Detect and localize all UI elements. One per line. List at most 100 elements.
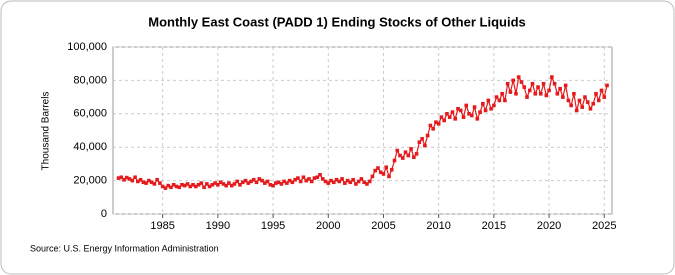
x-tick-label: 1995 <box>261 220 285 232</box>
data-point <box>124 175 129 180</box>
data-point <box>188 184 193 189</box>
data-point <box>514 91 518 96</box>
data-point <box>235 179 239 184</box>
data-point <box>138 177 143 182</box>
data-point <box>287 178 292 183</box>
data-point <box>133 175 137 180</box>
data-point <box>312 176 317 180</box>
data-point <box>185 182 190 186</box>
data-point <box>431 127 435 131</box>
y-tick-label: 0 <box>101 208 107 220</box>
data-point <box>199 181 204 185</box>
data-point <box>412 155 416 160</box>
data-point <box>511 78 515 83</box>
data-point <box>594 91 598 96</box>
data-point <box>282 179 286 184</box>
data-point <box>395 148 400 153</box>
data-point <box>205 182 209 186</box>
data-point <box>163 186 168 190</box>
data-point <box>207 184 212 189</box>
data-point <box>326 181 331 185</box>
data-point <box>221 182 226 186</box>
data-point <box>583 95 587 99</box>
data-point <box>136 179 140 184</box>
data-point <box>461 115 466 119</box>
data-point <box>492 103 496 108</box>
data-point <box>414 152 419 156</box>
data-point <box>285 181 289 185</box>
data-point <box>436 122 441 126</box>
data-point <box>605 83 609 88</box>
data-point <box>450 110 455 114</box>
data-point <box>356 179 361 184</box>
data-point <box>453 117 458 121</box>
x-tick-label: 2025 <box>592 220 616 232</box>
data-point <box>227 181 231 185</box>
data-point <box>351 177 355 182</box>
data-point <box>298 179 303 184</box>
data-point <box>409 147 413 151</box>
data-point <box>494 95 499 99</box>
data-point <box>268 182 273 187</box>
data-point <box>293 177 297 182</box>
data-point <box>251 177 256 182</box>
data-point <box>533 91 538 96</box>
data-point <box>160 184 165 189</box>
data-point <box>387 174 391 179</box>
data-point <box>359 177 364 181</box>
data-point <box>127 177 132 181</box>
x-tick-label: 2015 <box>482 220 506 232</box>
data-point <box>246 181 251 185</box>
data-point <box>196 182 201 187</box>
source-note: Source: U.S. Energy Information Administ… <box>30 243 219 253</box>
data-point <box>362 180 366 185</box>
data-point <box>329 178 333 183</box>
data-point <box>464 103 469 108</box>
data-point <box>569 103 573 108</box>
data-point <box>566 98 571 103</box>
data-point <box>238 182 242 187</box>
data-point <box>563 83 568 88</box>
x-tick-label: 2005 <box>371 220 395 232</box>
data-point <box>503 98 507 103</box>
data-point <box>116 176 121 180</box>
data-point <box>307 177 311 181</box>
data-point <box>318 172 322 177</box>
data-point <box>149 180 154 185</box>
data-point <box>456 106 460 111</box>
data-point <box>301 175 306 180</box>
data-point <box>337 179 342 184</box>
data-point <box>177 185 182 190</box>
data-point <box>428 123 433 128</box>
data-point <box>290 180 295 185</box>
x-tick-label: 2010 <box>426 220 450 232</box>
data-point <box>249 179 253 184</box>
y-tick-label: 60,000 <box>73 108 107 120</box>
plot-frame <box>112 46 613 215</box>
data-point <box>130 178 135 183</box>
data-point <box>445 112 449 116</box>
data-point <box>417 140 422 144</box>
y-tick-label: 100,000 <box>67 41 107 53</box>
data-point <box>538 91 543 96</box>
data-point <box>334 177 339 182</box>
data-point <box>519 80 524 84</box>
data-point <box>508 90 513 94</box>
data-point <box>381 172 386 176</box>
data-point <box>442 118 446 123</box>
data-point <box>467 112 471 116</box>
data-point <box>348 180 353 185</box>
data-point <box>262 181 267 185</box>
data-point <box>489 106 493 111</box>
data-point <box>232 182 237 186</box>
data-point <box>522 85 527 89</box>
data-point <box>144 181 148 185</box>
data-point <box>536 85 540 89</box>
data-point <box>370 174 375 179</box>
data-point <box>367 179 372 184</box>
data-point <box>122 177 126 182</box>
data-point <box>541 81 546 86</box>
data-point <box>147 178 151 183</box>
data-point <box>423 143 427 148</box>
data-point <box>599 88 604 93</box>
